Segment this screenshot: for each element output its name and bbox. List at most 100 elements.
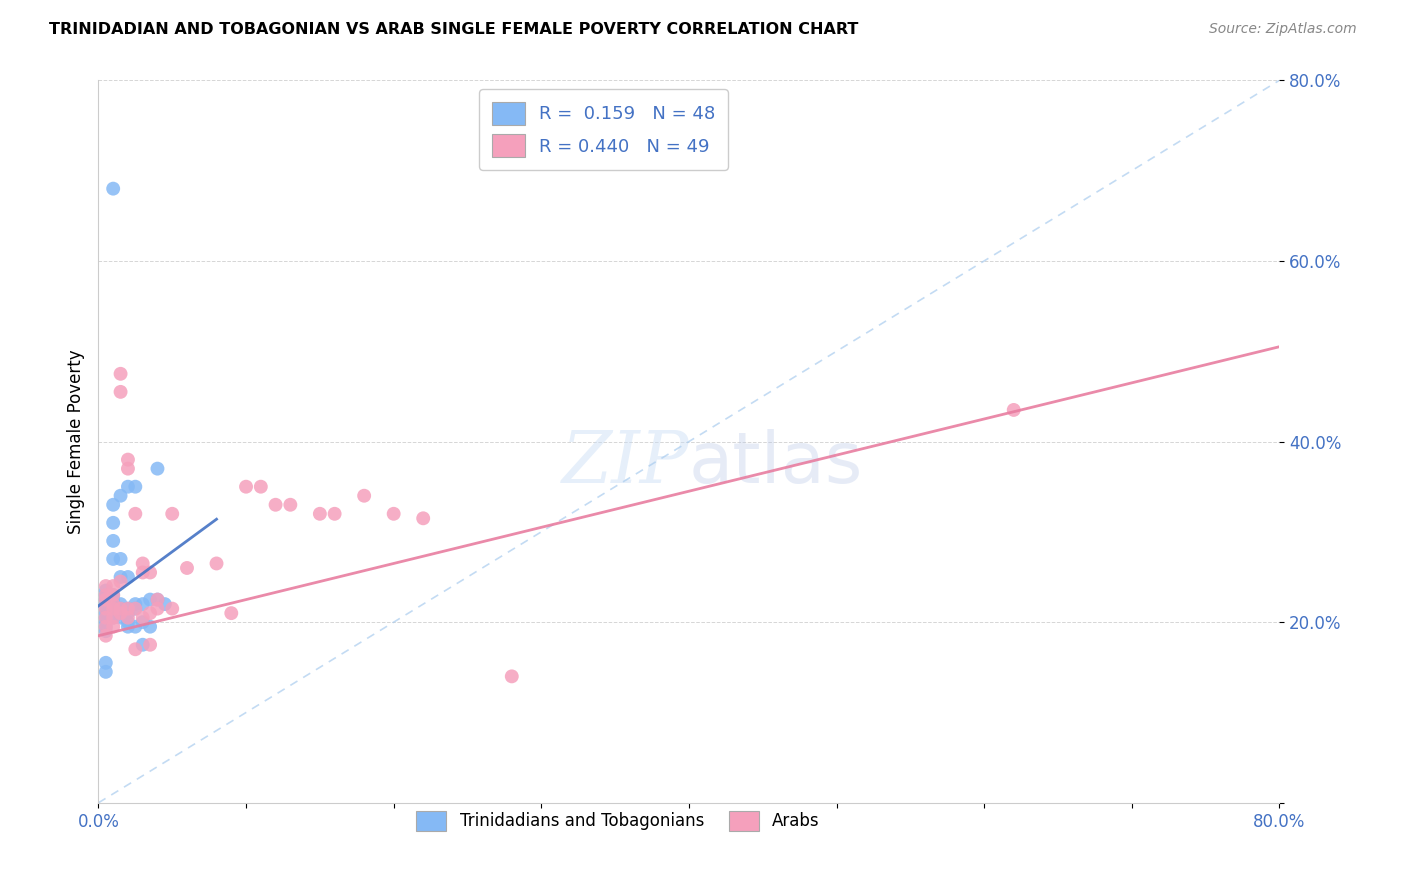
Point — [103, 601, 125, 615]
Point — [110, 384, 132, 399]
Point — [117, 606, 139, 620]
Point — [146, 592, 169, 607]
Legend: Trinidadians and Tobagonians, Arabs: Trinidadians and Tobagonians, Arabs — [409, 805, 827, 838]
Y-axis label: Single Female Poverty: Single Female Poverty — [66, 350, 84, 533]
Point — [110, 606, 132, 620]
Point — [103, 597, 125, 611]
Point — [221, 606, 243, 620]
Point — [94, 665, 117, 679]
Point — [103, 610, 125, 624]
Point — [110, 606, 132, 620]
Text: Source: ZipAtlas.com: Source: ZipAtlas.com — [1209, 22, 1357, 37]
Point — [94, 620, 117, 634]
Point — [103, 533, 125, 548]
Point — [117, 461, 139, 475]
Point — [94, 597, 117, 611]
Point — [94, 615, 117, 630]
Point — [103, 606, 125, 620]
Point — [103, 592, 125, 607]
Point — [124, 480, 146, 494]
Point — [117, 570, 139, 584]
Point — [103, 498, 125, 512]
Point — [124, 642, 146, 657]
Point — [94, 601, 117, 615]
Point — [110, 610, 132, 624]
Point — [103, 588, 125, 602]
Point — [94, 606, 117, 620]
Point — [94, 629, 117, 643]
Point — [94, 620, 117, 634]
Point — [124, 597, 146, 611]
Point — [103, 516, 125, 530]
Point — [103, 610, 125, 624]
Point — [110, 489, 132, 503]
Point — [110, 597, 132, 611]
Point — [94, 624, 117, 639]
Point — [94, 592, 117, 607]
Point — [280, 498, 302, 512]
Point — [132, 557, 155, 571]
Point — [124, 601, 146, 615]
Point — [132, 638, 155, 652]
Point — [94, 579, 117, 593]
Point — [176, 561, 198, 575]
Point — [264, 498, 287, 512]
Point — [94, 592, 117, 607]
Point — [117, 480, 139, 494]
Point — [153, 597, 176, 611]
Point — [94, 588, 117, 602]
Point — [162, 507, 183, 521]
Point — [382, 507, 405, 521]
Point — [162, 601, 183, 615]
Point — [412, 511, 434, 525]
Point — [132, 597, 155, 611]
Text: atlas: atlas — [689, 429, 863, 498]
Point — [117, 601, 139, 615]
Point — [110, 601, 132, 615]
Point — [94, 656, 117, 670]
Point — [103, 182, 125, 196]
Point — [139, 566, 162, 580]
Point — [103, 620, 125, 634]
Point — [103, 588, 125, 602]
Point — [205, 557, 228, 571]
Point — [124, 620, 146, 634]
Point — [110, 574, 132, 589]
Point — [117, 601, 139, 615]
Point — [110, 601, 132, 615]
Point — [501, 669, 523, 683]
Text: ZIP: ZIP — [561, 428, 689, 499]
Point — [94, 610, 117, 624]
Point — [117, 620, 139, 634]
Point — [117, 610, 139, 624]
Point — [94, 588, 117, 602]
Point — [250, 480, 273, 494]
Point — [117, 452, 139, 467]
Point — [146, 461, 169, 475]
Point — [353, 489, 375, 503]
Point — [94, 583, 117, 598]
Point — [146, 592, 169, 607]
Point — [1002, 403, 1025, 417]
Point — [117, 615, 139, 630]
Point — [139, 592, 162, 607]
Point — [94, 610, 117, 624]
Text: TRINIDADIAN AND TOBAGONIAN VS ARAB SINGLE FEMALE POVERTY CORRELATION CHART: TRINIDADIAN AND TOBAGONIAN VS ARAB SINGL… — [49, 22, 859, 37]
Point — [110, 367, 132, 381]
Point — [124, 507, 146, 521]
Point — [94, 601, 117, 615]
Point — [110, 552, 132, 566]
Point — [235, 480, 257, 494]
Point — [139, 620, 162, 634]
Point — [146, 601, 169, 615]
Point — [132, 615, 155, 630]
Point — [103, 597, 125, 611]
Point — [309, 507, 332, 521]
Point — [124, 601, 146, 615]
Point — [103, 552, 125, 566]
Point — [103, 579, 125, 593]
Point — [103, 601, 125, 615]
Point — [139, 606, 162, 620]
Point — [139, 638, 162, 652]
Point — [110, 570, 132, 584]
